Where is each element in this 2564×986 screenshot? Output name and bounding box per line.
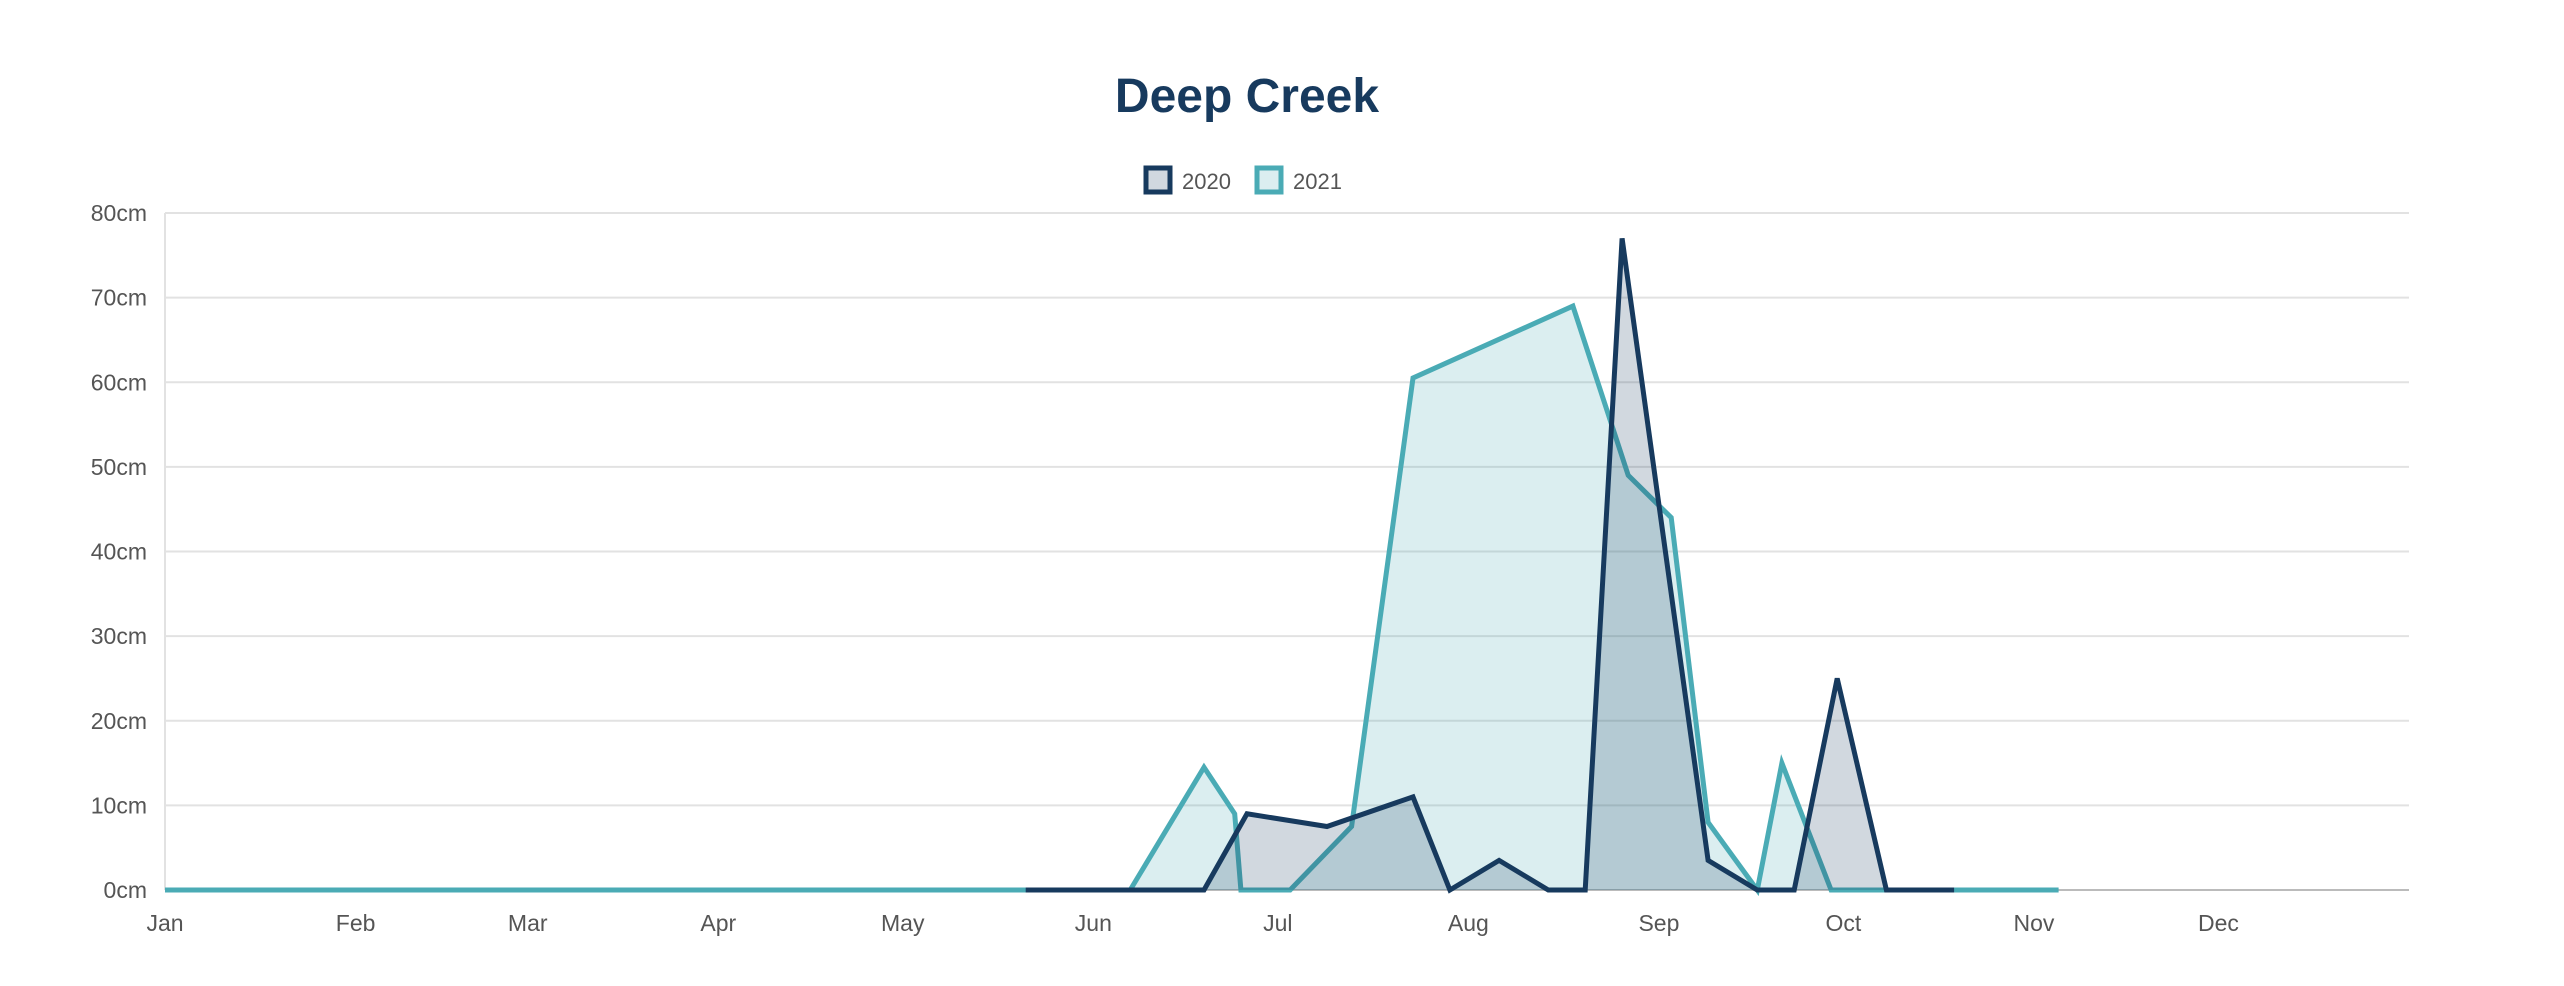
y-tick-label: 20cm [91,708,147,734]
y-axis: 0cm 10cm 20cm 30cm 40cm 50cm 60cm 70cm 80cm [91,200,147,903]
x-tick-label: Jan [146,910,183,936]
area-2021 [165,306,2059,891]
y-tick-label: 10cm [91,792,147,818]
legend-item-2020[interactable]: 2020 [1143,165,1231,195]
legend-item-2021[interactable]: 2021 [1254,165,1342,195]
legend-swatch-2020 [1143,165,1173,195]
legend-swatch-2021 [1254,165,1284,195]
x-tick-label: Jun [1075,910,1112,936]
y-tick-label: 0cm [104,877,147,903]
y-tick-label: 30cm [91,623,147,649]
x-tick-label: May [881,910,925,936]
area-2020 [1025,238,1955,890]
legend: 2020 2021 [1143,165,1342,195]
y-tick-label: 60cm [91,369,147,395]
series-layer [165,238,2059,897]
x-axis: Jan Feb Mar Apr May Jun Jul Aug Sep Oct Nov Dec [146,910,2238,936]
x-tick-label: Jul [1263,910,1292,936]
line-2021[interactable] [165,302,2059,897]
y-tick-label: 70cm [91,285,147,311]
x-tick-label: Oct [1825,910,1861,936]
grid [164,212,2409,891]
y-tick-label: 40cm [91,539,147,565]
line-2020[interactable] [1025,238,1955,894]
x-tick-label: Mar [508,910,548,936]
x-tick-label: Feb [336,910,376,936]
x-tick-label: Aug [1448,910,1489,936]
chart-title: Deep Creek [1115,70,1379,123]
x-tick-label: Nov [2014,910,2055,936]
x-tick-label: Dec [2198,910,2239,936]
y-tick-label: 50cm [91,454,147,480]
legend-label-2021: 2021 [1293,169,1342,194]
x-tick-label: Sep [1638,910,1679,936]
y-tick-label: 80cm [91,200,147,226]
legend-label-2020: 2020 [1182,169,1231,194]
x-tick-label: Apr [700,910,736,936]
